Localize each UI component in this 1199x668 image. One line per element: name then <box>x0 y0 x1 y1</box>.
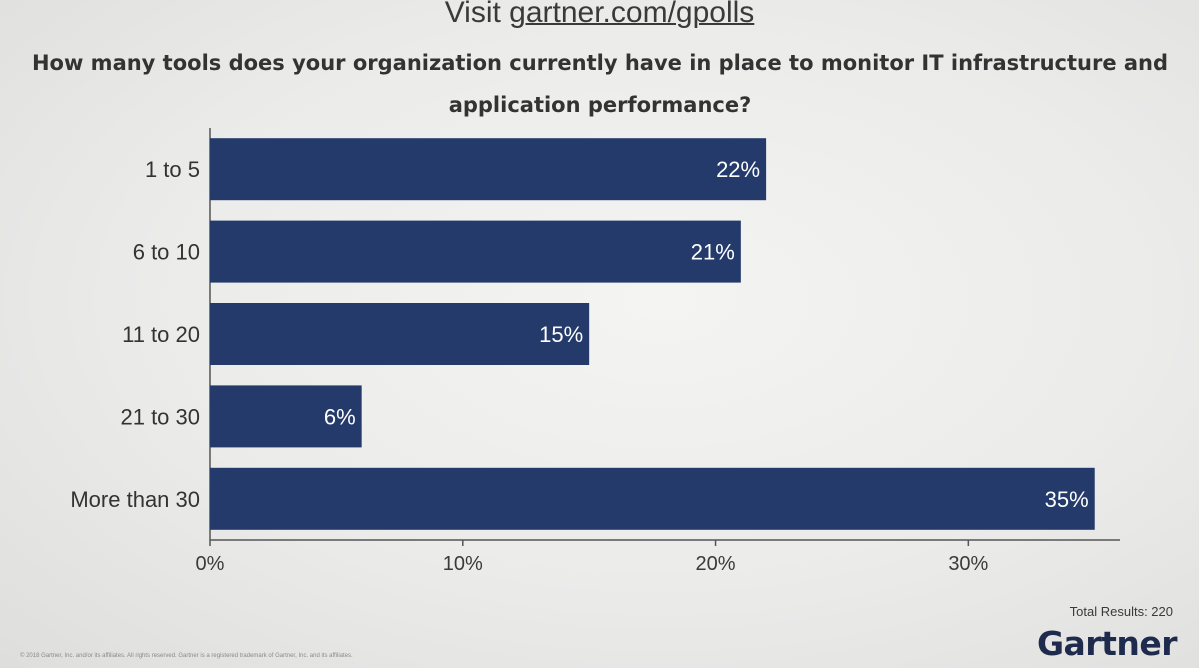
x-tick-label: 0% <box>196 553 225 575</box>
visit-prefix: Visit <box>444 0 510 29</box>
x-tick-label: 20% <box>696 553 736 575</box>
bar <box>210 385 362 448</box>
data-label: 15% <box>539 322 583 347</box>
x-tick-label: 10% <box>443 553 483 575</box>
gpolls-link[interactable]: gartner.com/gpolls <box>509 0 755 29</box>
chart-title: How many tools does your organization cu… <box>31 51 1169 117</box>
data-label: 6% <box>324 404 356 429</box>
copyright-footer: © 2018 Gartner, Inc. and/or its affiliat… <box>20 653 353 659</box>
bar <box>210 220 741 283</box>
visit-banner: Visit gartner.com/gpolls <box>0 0 1199 30</box>
data-label: 22% <box>716 157 760 182</box>
bar <box>210 467 1095 530</box>
category-label: 21 to 30 <box>120 404 200 429</box>
total-results: Total Results: 220 <box>1069 604 1173 619</box>
category-label: 1 to 5 <box>145 157 200 182</box>
data-label: 21% <box>691 240 735 265</box>
gartner-logo: Gartner <box>1036 624 1178 663</box>
category-label: 6 to 10 <box>133 240 200 265</box>
bar <box>210 138 767 201</box>
category-label: 11 to 20 <box>122 322 200 347</box>
bar <box>210 303 590 365</box>
category-label: More than 30 <box>70 487 200 512</box>
x-tick-label: 30% <box>948 553 988 575</box>
data-label: 35% <box>1045 487 1089 512</box>
